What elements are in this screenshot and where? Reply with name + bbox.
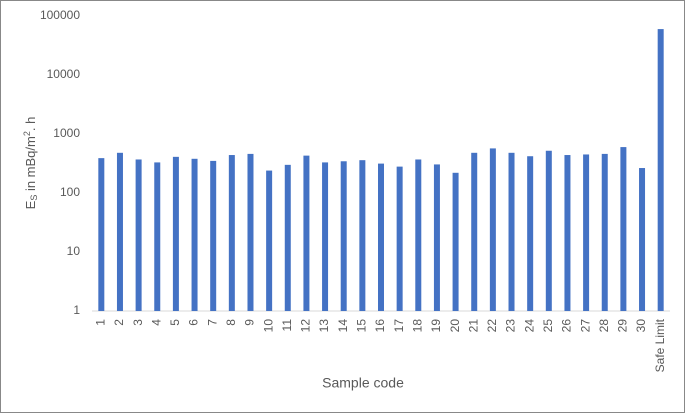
x-tick-label: 5 <box>168 319 182 326</box>
x-tick-label: 22 <box>485 319 499 333</box>
y-title-sup: 2 <box>22 131 32 136</box>
x-tick-label: 14 <box>336 319 350 333</box>
y-tick-label: 1 <box>73 303 80 317</box>
x-tick-label: 18 <box>410 319 424 333</box>
x-tick-label: 9 <box>243 319 257 326</box>
bar <box>601 153 608 311</box>
bar <box>135 159 142 311</box>
y-title-part: E <box>23 200 38 209</box>
y-title-part: . h <box>23 117 38 131</box>
bar <box>415 159 422 311</box>
x-axis-title: Sample code <box>322 375 404 391</box>
x-tick-label: 6 <box>187 319 201 326</box>
bar <box>228 155 235 311</box>
bar <box>452 172 459 311</box>
bar <box>359 160 366 311</box>
x-tick-label: 1 <box>93 319 107 326</box>
bar <box>378 163 384 311</box>
x-tick-label: 23 <box>504 319 518 333</box>
bar <box>396 166 403 311</box>
y-title-part: in mBq/m <box>23 136 38 195</box>
x-tick-label: 10 <box>261 319 275 333</box>
bar <box>433 164 440 311</box>
x-tick-label: 29 <box>616 319 630 333</box>
y-tick-label: 1000 <box>53 126 80 140</box>
bar <box>620 147 627 311</box>
bar <box>284 164 291 311</box>
bar <box>564 155 571 311</box>
y-title-sub: S <box>29 195 39 201</box>
x-tick-label: 15 <box>355 319 369 333</box>
x-tick-label: 3 <box>131 319 145 326</box>
bar <box>639 168 646 311</box>
bar <box>247 153 254 311</box>
x-tick-label: 30 <box>634 319 648 333</box>
bar <box>98 158 105 311</box>
x-tick-label: 17 <box>392 319 406 333</box>
x-tick-label: 27 <box>578 319 592 333</box>
bar <box>657 29 664 311</box>
bar <box>266 170 273 311</box>
x-tick-label: 4 <box>149 319 163 326</box>
x-tick-label: 26 <box>560 319 574 333</box>
x-tick-label: 7 <box>205 319 219 326</box>
bar <box>583 154 590 311</box>
x-tick-label: 13 <box>317 319 331 333</box>
x-tick-label: 24 <box>522 319 536 333</box>
y-axis-title: ES in mBq/m2. h <box>22 117 39 210</box>
x-tick-label: 28 <box>597 319 611 333</box>
bar <box>322 162 329 311</box>
bar <box>489 148 496 311</box>
bar <box>508 152 515 311</box>
y-tick-label: 10000 <box>47 67 81 81</box>
bar <box>154 162 161 311</box>
x-tick-label: 11 <box>280 319 294 332</box>
x-tick-label: 20 <box>448 319 462 333</box>
y-tick-label: 100 <box>60 185 80 199</box>
bar <box>545 150 552 311</box>
y-tick-label: 10 <box>67 244 81 258</box>
x-tick-label: 12 <box>299 319 313 333</box>
bar <box>210 160 217 311</box>
x-tick-label: 19 <box>429 319 443 333</box>
y-tick-label: 100000 <box>40 8 80 22</box>
bar <box>116 152 123 311</box>
x-tick-label: 25 <box>541 319 555 333</box>
bar <box>340 161 347 311</box>
x-tick-label: 8 <box>224 319 238 326</box>
bar <box>172 156 179 311</box>
x-tick-label: 21 <box>466 319 480 333</box>
x-tick-label: 16 <box>373 319 387 333</box>
bar <box>527 156 534 311</box>
bar <box>471 152 478 311</box>
bar <box>303 155 310 311</box>
x-tick-label: 2 <box>112 319 126 326</box>
bar <box>191 158 198 311</box>
x-tick-label: Safe Limit <box>653 318 667 372</box>
